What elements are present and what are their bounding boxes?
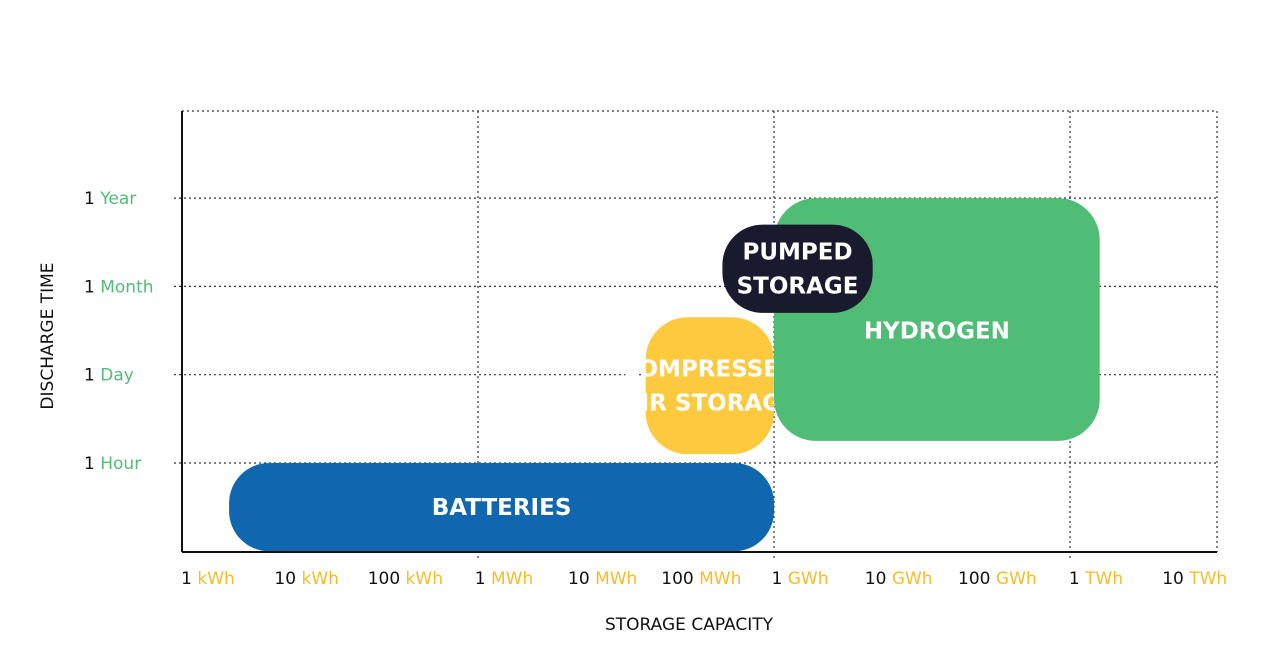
- y-tick-number: 1: [84, 366, 100, 386]
- region-label: COMPRESSED: [622, 357, 799, 383]
- y-tick-number: 1: [84, 277, 100, 297]
- x-tick-label: 100 GWh: [958, 569, 1037, 589]
- region-pumped-storage: PUMPED STORAGE: [722, 224, 873, 313]
- x-tick-unit: MWh: [491, 569, 533, 589]
- x-tick-label: 10 kWh: [274, 569, 338, 589]
- region-label: STORAGE: [737, 274, 859, 300]
- x-tick-label: 1 kWh: [181, 569, 235, 589]
- x-tick-label: 1 GWh: [772, 569, 829, 589]
- x-tick-number: 1: [772, 569, 788, 589]
- x-tick-unit: GWh: [996, 569, 1037, 589]
- region-label: HYDROGEN: [864, 319, 1010, 345]
- y-tick-label: 1 Day: [84, 366, 134, 386]
- y-tick-unit: Hour: [100, 454, 141, 474]
- y-tick-number: 1: [84, 454, 100, 474]
- x-tick-number: 10: [568, 569, 595, 589]
- x-tick-number: 1: [181, 569, 197, 589]
- axes: [181, 111, 1217, 553]
- x-tick-label: 1 MWh: [475, 569, 534, 589]
- region-box: [229, 463, 775, 552]
- x-tick-unit: MWh: [595, 569, 637, 589]
- region-label: PUMPED: [743, 240, 853, 266]
- y-tick-label: 1 Hour: [84, 454, 141, 474]
- x-tick-unit: GWh: [892, 569, 933, 589]
- x-axis-title: STORAGE CAPACITY: [605, 615, 774, 635]
- x-tick-number: 10: [865, 569, 892, 589]
- y-tick-number: 1: [84, 189, 100, 209]
- x-tick-unit: kWh: [406, 569, 443, 589]
- x-tick-label: 10 TWh: [1162, 569, 1227, 589]
- x-tick-number: 1: [1069, 569, 1085, 589]
- x-tick-labels: 1 kWh 10 kWh 100 kWh 1 MWh 10 MWh 100 MWh 1 GW…: [181, 569, 1227, 589]
- x-tick-number: 100: [368, 569, 406, 589]
- x-tick-label: 10 GWh: [865, 569, 933, 589]
- y-tick-label: 1 Month: [84, 277, 154, 297]
- x-tick-label: 100 kWh: [368, 569, 443, 589]
- x-tick-unit: TWh: [1188, 569, 1227, 589]
- region-box: [722, 224, 873, 313]
- y-tick-unit: Year: [99, 189, 136, 209]
- x-tick-number: 100: [661, 569, 699, 589]
- y-tick-unit: Month: [100, 277, 153, 297]
- x-tick-label: 100 MWh: [661, 569, 741, 589]
- technology-regions: BATTERIES COMPRESSED AIR STORAGE HYDROGEN PU…: [229, 198, 1100, 552]
- x-tick-label: 10 MWh: [568, 569, 637, 589]
- x-tick-unit: kWh: [301, 569, 338, 589]
- region-label: BATTERIES: [432, 495, 572, 521]
- region-compressed-air-storage: COMPRESSED AIR STORAGE: [622, 317, 799, 455]
- region-batteries: BATTERIES: [229, 463, 775, 552]
- x-tick-number: 1: [475, 569, 491, 589]
- x-tick-number: 10: [274, 569, 301, 589]
- y-axis-title: DISCHARGE TIME: [38, 262, 58, 409]
- x-tick-unit: MWh: [699, 569, 741, 589]
- x-tick-number: 10: [1162, 569, 1189, 589]
- region-label: AIR STORAGE: [623, 391, 797, 417]
- x-tick-unit: TWh: [1084, 569, 1123, 589]
- x-tick-unit: GWh: [788, 569, 829, 589]
- region-box: [645, 317, 775, 455]
- y-tick-unit: Day: [100, 366, 134, 386]
- x-tick-unit: kWh: [197, 569, 234, 589]
- x-tick-label: 1 TWh: [1069, 569, 1123, 589]
- y-tick-label: 1 Year: [84, 189, 136, 209]
- x-tick-number: 100: [958, 569, 996, 589]
